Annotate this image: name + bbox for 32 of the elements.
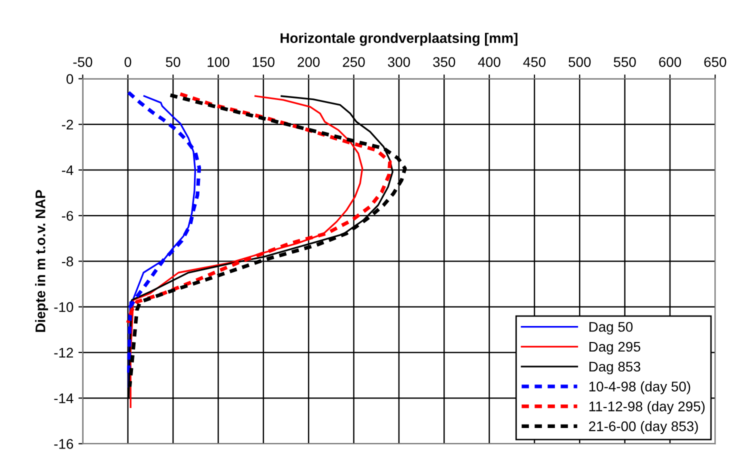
x-tick-label: -50 — [73, 57, 92, 67]
legend-label: Dag 295 — [589, 342, 640, 354]
x-axis-title: Horizontale grondverplaatsing [mm] — [280, 32, 518, 46]
x-tick-label: 500 — [568, 57, 591, 67]
x-tick-label: 150 — [252, 57, 274, 67]
x-tick-label: 450 — [523, 57, 546, 67]
x-tick-label: 650 — [704, 57, 726, 67]
y-tick-label: -2 — [62, 120, 73, 130]
x-tick-label: 350 — [433, 57, 456, 67]
y-tick-label: -10 — [54, 302, 74, 312]
y-tick-label: -16 — [54, 439, 74, 449]
y-tick-label: -6 — [62, 210, 74, 221]
y-tick-label: -4 — [62, 165, 74, 176]
y-tick-label: -12 — [54, 348, 73, 358]
legend-label: 10-4-98 (day 50) — [589, 381, 690, 394]
legend-label: Dag 50 — [589, 322, 633, 335]
x-tick-label: 400 — [478, 57, 500, 67]
x-tick-label: 600 — [659, 57, 682, 67]
x-tick-label: 200 — [298, 57, 320, 67]
x-tick-label: 0 — [124, 57, 132, 67]
y-tick-label: -8 — [62, 256, 74, 266]
x-tick-label: 100 — [208, 57, 230, 67]
x-tick-label: 300 — [388, 57, 410, 67]
legend-label: Dag 853 — [589, 362, 640, 374]
x-tick-label: 550 — [614, 57, 636, 67]
legend-label: 21-6-00 (day 853) — [589, 421, 698, 434]
legend-label: 11-12-98 (day 295) — [589, 401, 705, 414]
y-tick-label: 0 — [66, 74, 74, 84]
x-tick-label: 50 — [166, 57, 180, 67]
y-tick-label: -14 — [54, 394, 74, 404]
x-tick-label: 250 — [342, 57, 365, 67]
y-axis-title: Diepte in m t.o.v. NAP — [35, 190, 48, 332]
